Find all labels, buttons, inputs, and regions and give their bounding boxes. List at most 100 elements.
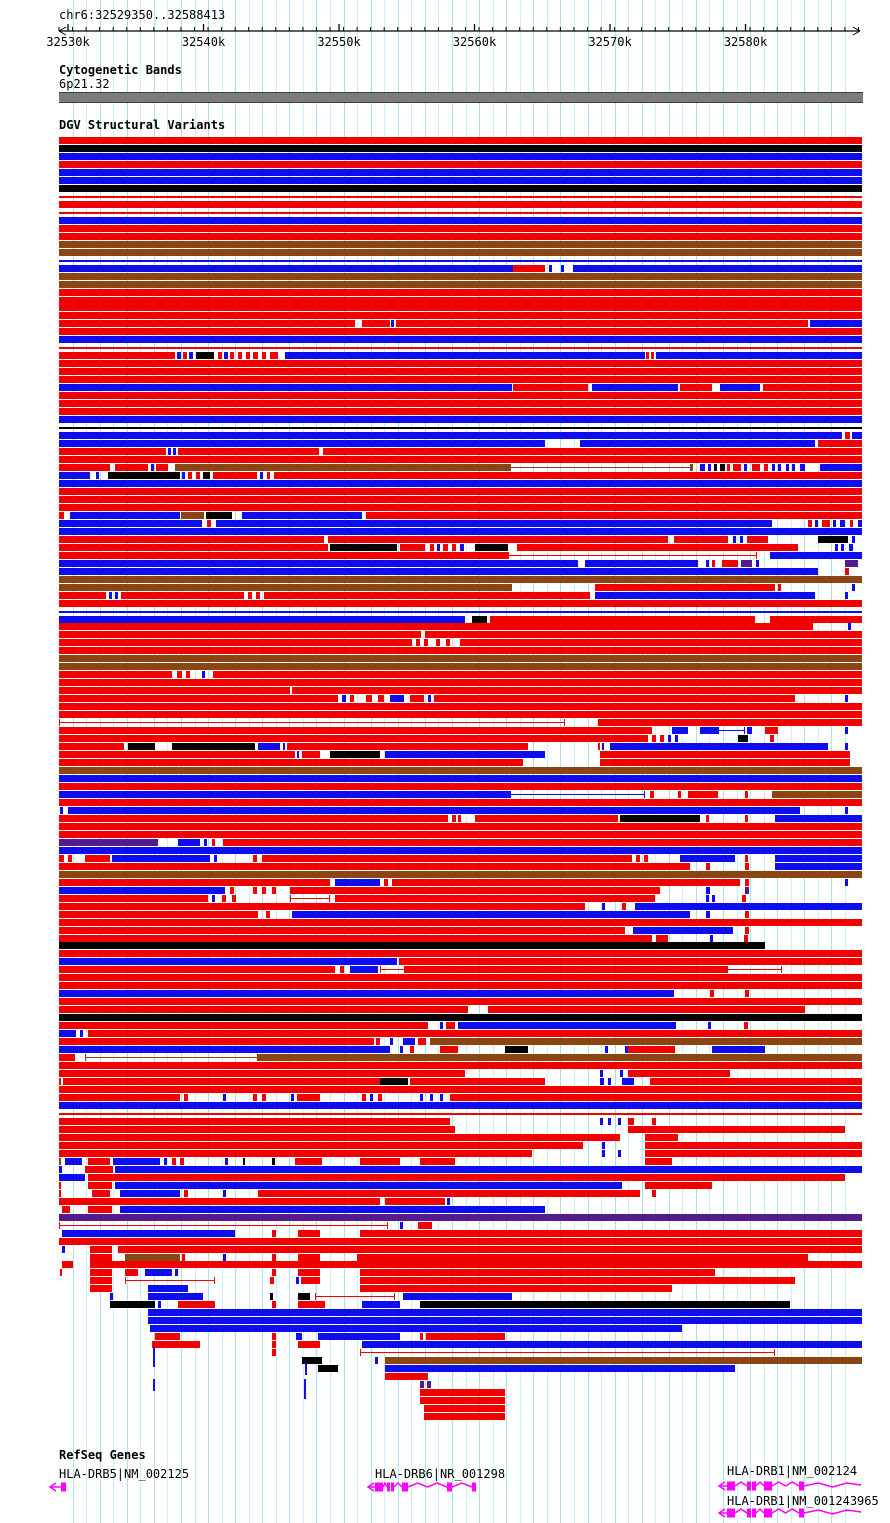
variant-segment[interactable] xyxy=(446,1022,455,1029)
variant-segment[interactable] xyxy=(59,1038,370,1045)
variant-segment[interactable] xyxy=(517,544,798,551)
variant-segment[interactable] xyxy=(360,1277,795,1284)
variant-segment[interactable] xyxy=(841,544,844,551)
variant-segment[interactable] xyxy=(400,1046,403,1053)
variant-segment[interactable] xyxy=(125,1280,215,1281)
variant-segment[interactable] xyxy=(390,695,404,702)
variant-segment[interactable] xyxy=(59,1070,465,1077)
variant-segment[interactable] xyxy=(148,1309,862,1316)
variant-segment[interactable] xyxy=(156,464,168,471)
gene-label[interactable]: HLA-DRB1|NM_002124 xyxy=(727,1464,858,1478)
variant-segment[interactable] xyxy=(59,1030,76,1037)
variant-segment[interactable] xyxy=(59,1214,862,1221)
variant-segment[interactable] xyxy=(90,1254,112,1261)
variant-segment[interactable] xyxy=(680,384,712,391)
variant-segment[interactable] xyxy=(765,727,778,734)
variant-segment[interactable] xyxy=(59,1142,583,1149)
variant-segment[interactable] xyxy=(109,592,112,599)
variant-segment[interactable] xyxy=(549,265,552,272)
variant-segment[interactable] xyxy=(452,815,456,822)
variant-segment[interactable] xyxy=(120,1206,545,1213)
variant-segment[interactable] xyxy=(845,743,848,750)
variant-segment[interactable] xyxy=(418,1222,432,1229)
variant-segment[interactable] xyxy=(59,137,862,144)
variant-segment[interactable] xyxy=(362,1301,400,1308)
variant-segment[interactable] xyxy=(59,265,513,272)
variant-segment[interactable] xyxy=(88,1182,112,1189)
variant-segment[interactable] xyxy=(213,472,257,479)
variant-segment[interactable] xyxy=(645,1182,712,1189)
variant-segment[interactable] xyxy=(248,592,252,599)
variant-segment[interactable] xyxy=(59,432,842,439)
variant-segment[interactable] xyxy=(59,831,862,838)
variant-segment[interactable] xyxy=(747,727,752,734)
variant-segment[interactable] xyxy=(59,520,202,527)
variant-segment[interactable] xyxy=(59,536,324,543)
variant-segment[interactable] xyxy=(184,1094,188,1101)
variant-segment[interactable] xyxy=(573,265,862,272)
variant-segment[interactable] xyxy=(296,1333,302,1340)
variant-segment[interactable] xyxy=(88,1030,862,1037)
variant-segment[interactable] xyxy=(59,512,64,519)
variant-segment[interactable] xyxy=(59,722,565,723)
variant-segment[interactable] xyxy=(258,1190,640,1197)
variant-segment[interactable] xyxy=(108,472,180,479)
variant-segment[interactable] xyxy=(815,520,818,527)
variant-segment[interactable] xyxy=(458,1022,676,1029)
variant-segment[interactable] xyxy=(510,467,691,468)
variant-segment[interactable] xyxy=(260,472,263,479)
variant-segment[interactable] xyxy=(745,879,749,886)
variant-segment[interactable] xyxy=(775,863,862,870)
variant-segment[interactable] xyxy=(822,520,830,527)
variant-segment[interactable] xyxy=(189,352,193,359)
variant-segment[interactable] xyxy=(59,1134,620,1141)
variant-segment[interactable] xyxy=(150,1325,682,1332)
variant-segment[interactable] xyxy=(59,1150,532,1157)
variant-segment[interactable] xyxy=(59,177,862,184)
variant-segment[interactable] xyxy=(820,464,862,471)
variant-segment[interactable] xyxy=(775,855,862,862)
variant-segment[interactable] xyxy=(212,839,215,846)
variant-segment[interactable] xyxy=(262,887,266,894)
variant-segment[interactable] xyxy=(428,695,431,702)
variant-segment[interactable] xyxy=(60,1269,62,1276)
variant-segment[interactable] xyxy=(207,520,211,527)
variant-segment[interactable] xyxy=(706,863,710,870)
variant-segment[interactable] xyxy=(738,735,748,742)
variant-segment[interactable] xyxy=(741,560,752,567)
variant-segment[interactable] xyxy=(287,743,528,750)
variant-segment[interactable] xyxy=(59,687,290,694)
variant-segment[interactable] xyxy=(253,855,257,862)
variant-segment[interactable] xyxy=(700,464,705,471)
variant-segment[interactable] xyxy=(745,911,749,918)
variant-segment[interactable] xyxy=(223,1094,226,1101)
variant-segment[interactable] xyxy=(59,1198,380,1205)
variant-segment[interactable] xyxy=(297,751,299,758)
variant-segment[interactable] xyxy=(212,895,215,902)
variant-segment[interactable] xyxy=(121,592,244,599)
variant-segment[interactable] xyxy=(85,1166,113,1173)
variant-segment[interactable] xyxy=(92,1190,110,1197)
variant-segment[interactable] xyxy=(800,464,805,471)
variant-segment[interactable] xyxy=(786,464,789,471)
gene-glyph[interactable] xyxy=(717,1480,862,1491)
variant-segment[interactable] xyxy=(125,1254,180,1261)
variant-segment[interactable] xyxy=(168,448,171,455)
variant-segment[interactable] xyxy=(756,560,759,567)
variant-segment[interactable] xyxy=(424,1405,505,1412)
variant-segment[interactable] xyxy=(59,504,862,511)
variant-segment[interactable] xyxy=(426,1333,505,1340)
variant-segment[interactable] xyxy=(290,898,330,899)
variant-segment[interactable] xyxy=(602,1142,605,1149)
variant-segment[interactable] xyxy=(302,1357,322,1364)
variant-segment[interactable] xyxy=(59,911,258,918)
variant-segment[interactable] xyxy=(59,1006,468,1013)
variant-segment[interactable] xyxy=(148,1285,188,1292)
variant-segment[interactable] xyxy=(450,1094,862,1101)
variant-segment[interactable] xyxy=(688,791,718,798)
variant-segment[interactable] xyxy=(618,1118,621,1125)
variant-segment[interactable] xyxy=(59,440,545,447)
variant-segment[interactable] xyxy=(744,935,748,942)
variant-segment[interactable] xyxy=(59,919,862,926)
variant-segment[interactable] xyxy=(59,376,862,383)
